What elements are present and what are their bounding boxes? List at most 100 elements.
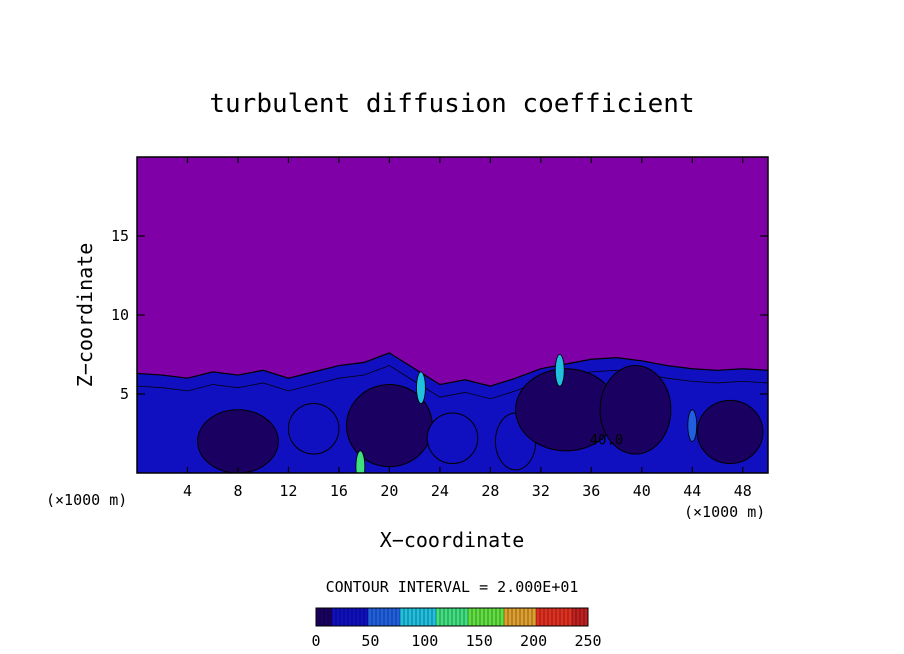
- eddy: [197, 409, 279, 473]
- colorbar-cell: [496, 608, 501, 626]
- colorbar-cell: [444, 608, 449, 626]
- colorbar-cell: [516, 608, 521, 626]
- x-tick-label: 12: [279, 482, 297, 500]
- colorbar-cell: [556, 608, 561, 626]
- colorbar-cell: [520, 608, 525, 626]
- x-tick-label: 16: [330, 482, 348, 500]
- colorbar-cell: [448, 608, 453, 626]
- colorbar-cell: [488, 608, 493, 626]
- colorbar-cell: [508, 608, 513, 626]
- colorbar-cell: [360, 608, 365, 626]
- colorbar-cell: [340, 608, 345, 626]
- colorbar-cell: [384, 608, 389, 626]
- colorbar-cell: [468, 608, 473, 626]
- colorbar-tick-label: 150: [466, 632, 493, 650]
- colorbar-cell: [540, 608, 545, 626]
- colorbar-cell: [460, 608, 465, 626]
- colorbar-cell: [500, 608, 505, 626]
- colorbar-cell: [576, 608, 581, 626]
- colorbar-cell: [352, 608, 357, 626]
- hot-spot: [554, 354, 565, 387]
- colorbar-cell: [452, 608, 457, 626]
- colorbar-cell: [420, 608, 425, 626]
- chart-title: turbulent diffusion coefficient: [209, 89, 694, 119]
- colorbar-cell: [344, 608, 349, 626]
- colorbar-cell: [328, 608, 333, 626]
- y-tick-label: 5: [120, 385, 129, 403]
- colorbar-tick-label: 0: [311, 632, 320, 650]
- x-axis-ticks: 4 8 12 16 20 24 28 32 36 40 44 48: [183, 157, 752, 500]
- y-tick-label: 15: [111, 227, 129, 245]
- plot-area: 40.0: [137, 157, 768, 473]
- hot-spot: [355, 450, 366, 473]
- colorbar-tick-label: 50: [361, 632, 379, 650]
- x-tick-label: 44: [683, 482, 701, 500]
- colorbar-cell: [364, 608, 369, 626]
- x-unit-right: (×1000 m): [684, 503, 765, 521]
- colorbar-cell: [580, 608, 585, 626]
- colorbar-cell: [368, 608, 373, 626]
- x-tick-label: 8: [233, 482, 242, 500]
- colorbar-cell: [400, 608, 405, 626]
- colorbar-cell: [504, 608, 509, 626]
- contour-label: 40.0: [590, 433, 624, 449]
- colorbar-cell: [440, 608, 445, 626]
- colorbar-cell: [412, 608, 417, 626]
- colorbar-cell: [544, 608, 549, 626]
- contour-interval-label: CONTOUR INTERVAL = 2.000E+01: [326, 578, 579, 596]
- colorbar-cell: [512, 608, 517, 626]
- x-tick-label: 32: [532, 482, 550, 500]
- colorbar-cell: [548, 608, 553, 626]
- colorbar-cell: [428, 608, 433, 626]
- colorbar-cell: [492, 608, 497, 626]
- colorbar-cell: [564, 608, 569, 626]
- colorbar-tick-label: 250: [574, 632, 601, 650]
- colorbar-cell: [324, 608, 329, 626]
- colorbar-cell: [372, 608, 377, 626]
- colorbar-cell: [552, 608, 557, 626]
- hot-spot: [687, 409, 698, 442]
- y-axis-label: Z−coordinate: [73, 243, 97, 388]
- colorbar-cell: [408, 608, 413, 626]
- x-tick-label: 4: [183, 482, 192, 500]
- colorbar-cell: [348, 608, 353, 626]
- colorbar-cell: [456, 608, 461, 626]
- colorbar-cell: [472, 608, 477, 626]
- x-axis-label: X−coordinate: [380, 528, 525, 552]
- colorbar: [315, 607, 589, 627]
- y-axis-ticks: 5 10 15: [111, 227, 768, 403]
- colorbar-cell: [416, 608, 421, 626]
- colorbar-cell: [320, 608, 325, 626]
- colorbar-cell: [316, 608, 321, 626]
- colorbar-cell: [476, 608, 481, 626]
- colorbar-cell: [388, 608, 393, 626]
- colorbar-cell: [524, 608, 529, 626]
- colorbar-cell: [432, 608, 437, 626]
- y-tick-label: 10: [111, 306, 129, 324]
- colorbar-cell: [464, 608, 469, 626]
- colorbar-tick-label: 200: [520, 632, 547, 650]
- colorbar-cell: [536, 608, 541, 626]
- colorbar-frame: [315, 607, 589, 627]
- colorbar-cell: [584, 608, 589, 626]
- colorbar-cell: [532, 608, 537, 626]
- eddy: [599, 365, 672, 455]
- x-unit-left: (×1000 m): [46, 491, 127, 509]
- x-tick-label: 36: [582, 482, 600, 500]
- colorbar-cell: [336, 608, 341, 626]
- x-tick-label: 20: [380, 482, 398, 500]
- eddy: [287, 402, 340, 455]
- eddy: [426, 412, 479, 465]
- x-tick-label: 28: [481, 482, 499, 500]
- colorbar-cell: [392, 608, 397, 626]
- x-tick-label: 48: [734, 482, 752, 500]
- x-tick-label: 40: [633, 482, 651, 500]
- colorbar-cell: [572, 608, 577, 626]
- colorbar-cell: [436, 608, 441, 626]
- colorbar-cell: [568, 608, 573, 626]
- colorbar-cell: [528, 608, 533, 626]
- colorbar-cell: [380, 608, 385, 626]
- eddy: [696, 399, 764, 465]
- colorbar-cell: [424, 608, 429, 626]
